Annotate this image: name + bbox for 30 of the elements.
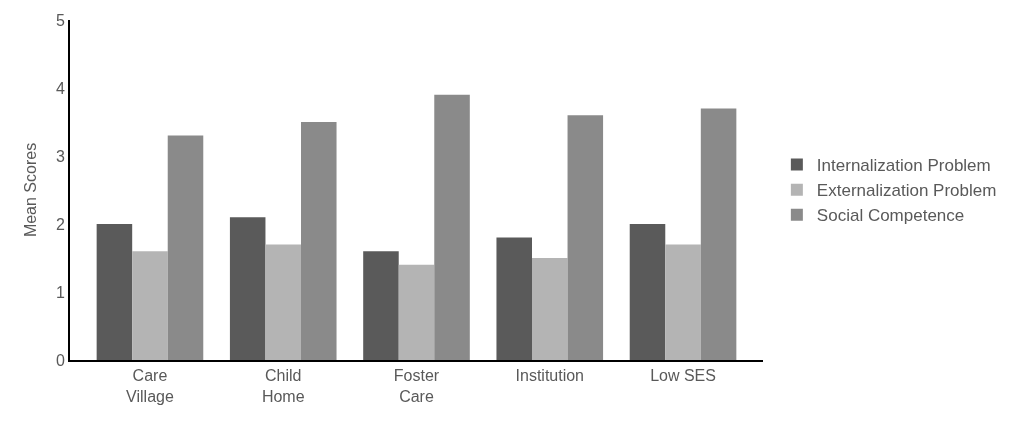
x-tick-label: Child Home [261,367,305,405]
bar [265,244,301,360]
bar [398,264,435,360]
y-tick-label: 1 [55,283,65,301]
x-tick-label: Foster Care [393,367,440,405]
x-tick-label: Low SES [650,367,716,385]
y-axis-title: Mean Scores [22,142,40,238]
bar [567,115,604,360]
legend-label: Internalization Problem [816,156,991,176]
bar [665,244,701,360]
bar [496,237,532,360]
y-tick-label: 0 [55,351,65,369]
legend-label: Social Competence [816,206,965,226]
x-tick-label: Care Village [126,367,174,405]
bar [132,251,168,360]
bar [434,94,470,360]
y-tick-label: 3 [55,147,65,165]
bar [229,217,266,360]
legend-label: Externalization Problem [816,181,997,201]
bar [700,108,737,360]
bar [629,224,666,360]
y-tick-label: 4 [55,79,65,97]
bar [301,122,337,360]
bar [167,135,204,360]
bar [363,251,399,360]
x-tick-label: Institution [515,367,585,385]
y-tick-label: 5 [55,11,65,29]
y-tick-label: 2 [55,215,65,233]
bar [532,258,568,360]
bar [96,224,133,360]
